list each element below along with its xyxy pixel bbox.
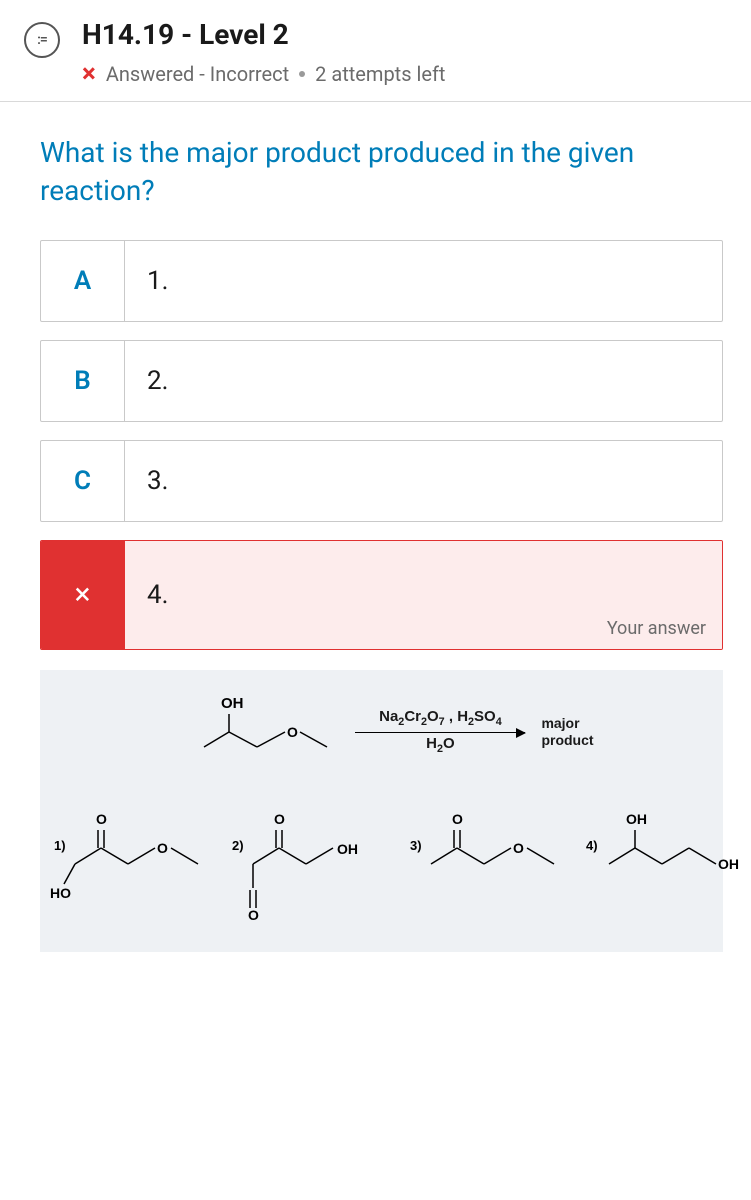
option-label: 3. (125, 441, 722, 521)
svg-text:O: O (513, 840, 524, 856)
reaction-arrow: Na2Cr2O7 , H2SO4 H2O (355, 708, 525, 756)
question-text: What is the major product produced in th… (40, 134, 723, 210)
svg-text:HO: HO (50, 885, 71, 901)
option-a[interactable]: A 1. (40, 240, 723, 322)
o-label: O (287, 724, 298, 740)
reaction-figure: OH O Na2Cr2O7 , H2SO4 H2O majorproduct (40, 670, 723, 952)
option-label: 2. (125, 341, 722, 421)
your-answer-label: Your answer (607, 618, 706, 639)
svg-text:OH: OH (718, 856, 739, 872)
list-icon[interactable]: := (24, 22, 60, 58)
reagent-bottom: H2O (355, 735, 525, 755)
svg-text:O: O (157, 840, 168, 856)
reagent-top: Na2Cr2O7 , H2SO4 (355, 708, 525, 728)
wrong-icon: × (41, 541, 125, 649)
starting-material: OH O (169, 692, 339, 772)
status-line: × Answered - Incorrect 2 attempts left (82, 61, 727, 87)
svg-text:O: O (248, 907, 259, 922)
options-list: A 1. B 2. C 3. × 4. Your answer (40, 240, 723, 650)
option-d-selected-wrong[interactable]: × 4. Your answer (40, 540, 723, 650)
option-label: 4. Your answer (125, 541, 722, 649)
product-1: 1) O O HO (50, 802, 228, 922)
content-area: What is the major product produced in th… (0, 102, 751, 972)
option-letter: C (41, 441, 125, 521)
product-4: 4) OH OH (584, 802, 751, 922)
option-b[interactable]: B 2. (40, 340, 723, 422)
incorrect-icon: × (82, 61, 96, 87)
status-text-1: Answered - Incorrect (106, 62, 289, 86)
products-row: 1) O O HO 2) O (48, 802, 715, 922)
option-letter: B (41, 341, 125, 421)
reaction-scheme: OH O Na2Cr2O7 , H2SO4 H2O majorproduct (48, 692, 715, 772)
svg-text:O: O (96, 811, 107, 827)
header-text: H14.19 - Level 2 × Answered - Incorrect … (82, 18, 727, 87)
svg-text:O: O (274, 811, 285, 827)
svg-text:O: O (452, 811, 463, 827)
svg-text:OH: OH (626, 811, 647, 827)
option-label: 1. (125, 241, 722, 321)
major-product-label: majorproduct (541, 715, 593, 749)
option-letter: A (41, 241, 125, 321)
oh-label: OH (221, 695, 244, 712)
question-header: := H14.19 - Level 2 × Answered - Incorre… (0, 0, 751, 102)
question-title: H14.19 - Level 2 (82, 18, 727, 51)
product-2: 2) O OH O (228, 802, 406, 922)
separator-dot (299, 71, 305, 77)
option-c[interactable]: C 3. (40, 440, 723, 522)
product-3: 3) O O (406, 802, 584, 922)
status-text-2: 2 attempts left (315, 62, 445, 86)
svg-text:OH: OH (337, 841, 358, 857)
